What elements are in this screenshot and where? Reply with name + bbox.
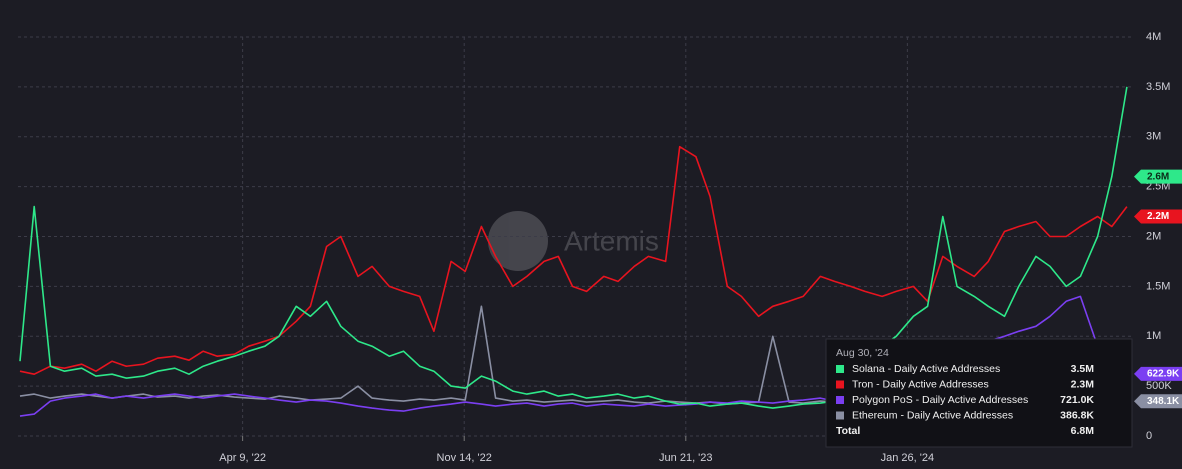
tooltip-value: 721.0K — [1060, 394, 1094, 406]
value-tag-label: 348.1K — [1147, 396, 1180, 407]
tooltip-series-name: Solana - Daily Active Addresses — [852, 363, 1000, 375]
tooltip-value: 3.5M — [1071, 363, 1095, 375]
series-line — [19, 86, 1128, 409]
y-tick-label: 500K — [1146, 380, 1172, 392]
value-tag-label: 2.2M — [1147, 211, 1169, 222]
value-tag — [1134, 366, 1182, 381]
value-tag-label: 2.6M — [1147, 171, 1169, 182]
tooltip-box — [825, 338, 1133, 448]
y-tick-label: 3M — [1146, 131, 1161, 143]
tooltip-series-name: Tron - Daily Active Addresses — [852, 378, 989, 390]
y-tick-label: 4M — [1146, 31, 1161, 43]
tooltip-total-label: Total — [836, 425, 860, 437]
value-tag-label: 622.9K — [1147, 369, 1180, 380]
last-value-tags: 2.6M 2.2M 622.9K 348.1K — [1134, 169, 1182, 409]
watermark: Artemis — [488, 211, 659, 271]
tooltip-value: 2.3M — [1071, 378, 1095, 390]
tooltip-swatch — [836, 380, 844, 389]
x-tick-label: Jun 21, '23 — [659, 452, 712, 464]
tooltip-swatch — [836, 396, 844, 404]
tooltip-value: 386.8K — [1060, 409, 1094, 421]
watermark-logo — [488, 211, 548, 271]
tooltip-series-name: Ethereum - Daily Active Addresses — [852, 409, 1013, 421]
value-tag — [1134, 394, 1182, 409]
y-tick-label: 1.5M — [1146, 280, 1170, 292]
value-tag — [1134, 209, 1182, 224]
x-tick-label: Nov 14, '22 — [437, 452, 492, 464]
tooltip: Aug 30, '24 Solana - Daily Active Address… — [825, 338, 1133, 448]
series-line — [19, 145, 1128, 375]
tooltip-total: 6.8M — [1071, 425, 1095, 437]
tooltip-series-name: Polygon PoS - Daily Active Addresses — [852, 394, 1028, 406]
y-tick-label: 2M — [1146, 230, 1161, 242]
tooltip-swatch — [836, 365, 844, 373]
x-tick-label: Jan 26, '24 — [881, 452, 934, 464]
watermark-text: Artemis — [564, 225, 659, 256]
tooltip-date: Aug 30, '24 — [836, 347, 889, 359]
y-tick-label: 3.5M — [1146, 81, 1170, 93]
y-tick-label: 0 — [1146, 430, 1152, 442]
x-tick-label: Apr 9, '22 — [219, 452, 266, 464]
tooltip-swatch — [836, 411, 844, 420]
y-tick-label: 1M — [1146, 330, 1161, 342]
value-tag — [1134, 169, 1182, 184]
